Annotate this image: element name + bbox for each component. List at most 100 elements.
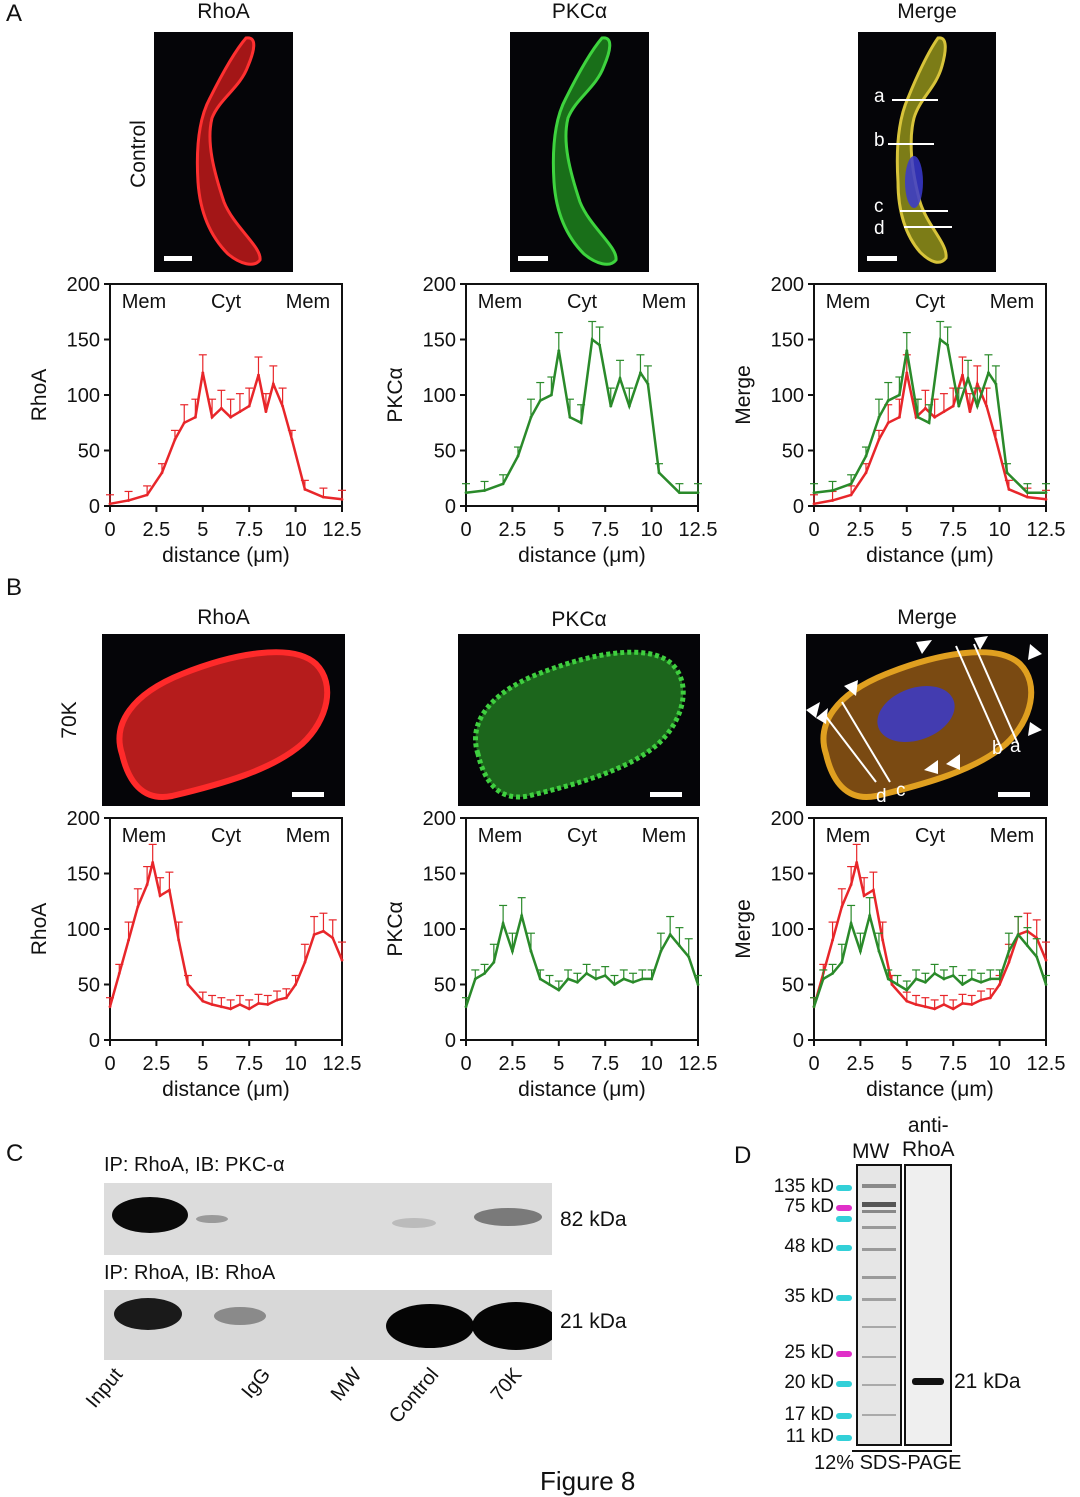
y-tick-label: 200: [423, 274, 456, 296]
data-point: [173, 438, 177, 441]
gel-lane-anti-rhoa: [904, 1164, 952, 1446]
line-label-d: d: [876, 786, 887, 806]
gel-label: 12% SDS-PAGE: [814, 1452, 962, 1474]
y-tick-label: 0: [89, 1030, 100, 1052]
lane-label-input: Input: [81, 1364, 128, 1413]
data-point: [322, 929, 325, 933]
micrograph-a-rhoa: [154, 32, 293, 272]
data-point: [840, 960, 844, 964]
data-point: [916, 415, 920, 419]
region-annotation: Mem: [286, 291, 330, 313]
panel-b-row-label: 70K: [58, 701, 81, 739]
data-point: [1007, 960, 1011, 964]
line-label-c: c: [874, 196, 884, 217]
data-point: [975, 382, 979, 386]
data-point: [877, 415, 881, 419]
x-tick-label: 7.5: [939, 519, 967, 541]
data-point: [210, 1003, 214, 1006]
data-point: [812, 1005, 816, 1009]
data-point: [961, 373, 964, 377]
blot-2-title: IP: RhoA, IB: RhoA: [104, 1262, 276, 1284]
region-annotation: Mem: [990, 825, 1034, 847]
chart-b-pkc: 0 50 100 150 200 0 2.5 5 7.5 10 12.5 distance (μm) P…: [356, 808, 726, 1110]
marker-20: 20 kD: [784, 1372, 834, 1393]
data-point: [340, 958, 344, 962]
data-point: [696, 491, 700, 495]
data-point: [1026, 495, 1029, 499]
data-point: [938, 338, 942, 341]
data-point: [942, 977, 946, 981]
data-point: [464, 1005, 468, 1009]
scale-bar: [650, 792, 682, 797]
data-point: [312, 933, 316, 936]
data-point: [942, 1003, 946, 1006]
data-point: [247, 1007, 251, 1011]
y-tick-label: 150: [771, 330, 804, 352]
x-tick-label: 5: [197, 1053, 208, 1075]
y-tick-label: 100: [423, 385, 456, 407]
data-point: [905, 999, 909, 1003]
data-point: [201, 371, 205, 375]
x-tick-label: 0: [808, 519, 819, 541]
data-point: [923, 406, 927, 410]
data-point: [650, 977, 653, 981]
panel-letter-c: C: [6, 1140, 24, 1167]
y-tick-label: 100: [771, 919, 804, 941]
data-point: [613, 983, 616, 986]
chart-a-rhoa: 0 50 100 150 200 0 2.5 5 7.5 10 12.5 distance (μm) R…: [0, 274, 370, 574]
micrograph-a-pkc: [510, 32, 649, 272]
x-tick-label: 7.5: [939, 1053, 967, 1075]
y-tick-label: 0: [793, 1030, 804, 1052]
data-point: [678, 491, 681, 495]
marker-25: 25 kD: [784, 1342, 834, 1363]
data-point: [501, 922, 505, 925]
panel-letter-b: B: [6, 574, 23, 601]
data-point: [886, 399, 890, 402]
gel-underline: [852, 1450, 952, 1452]
data-point: [136, 905, 140, 909]
series-line: [108, 862, 344, 1011]
data-point: [849, 482, 853, 486]
data-point: [987, 371, 990, 375]
x-tick-label: 2.5: [498, 1053, 526, 1075]
data-point: [622, 977, 626, 981]
y-tick-label: 100: [423, 919, 456, 941]
region-annotation: Mem: [478, 291, 522, 313]
data-point: [942, 410, 946, 414]
data-point: [668, 933, 672, 936]
data-point: [579, 421, 583, 425]
data-point: [812, 491, 816, 495]
data-point: [1035, 955, 1039, 959]
data-point: [548, 983, 551, 986]
data-point: [951, 974, 955, 978]
chart-a-pkc: 0 50 100 150 200 0 2.5 5 7.5 10 12.5 distance (μm) P…: [356, 274, 726, 574]
data-point: [158, 894, 162, 898]
data-point: [520, 914, 524, 918]
x-tick-label: 10: [284, 1053, 306, 1075]
data-point: [849, 883, 853, 886]
data-point: [575, 980, 579, 984]
marker-35: 35 kD: [784, 1286, 834, 1307]
data-point: [1016, 933, 1020, 936]
line-label-d: d: [874, 218, 885, 239]
data-point: [640, 977, 644, 981]
data-point: [566, 977, 570, 981]
data-point: [201, 999, 205, 1003]
data-point: [1007, 487, 1011, 491]
data-point: [331, 936, 335, 940]
data-point: [864, 471, 868, 475]
data-point: [896, 983, 899, 986]
panel-a-title-merge: Merge: [897, 0, 957, 23]
data-point: [831, 489, 834, 492]
region-annotation: Cyt: [915, 291, 945, 313]
y-tick-label: 50: [78, 975, 100, 997]
data-point: [831, 499, 834, 502]
data-point: [590, 338, 594, 341]
x-tick-label: 0: [104, 519, 115, 541]
panel-a-title-pkc: PKCα: [551, 0, 608, 23]
micrograph-b-rhoa: [102, 634, 345, 806]
y-tick-label: 50: [434, 975, 456, 997]
y-tick-label: 0: [445, 1030, 456, 1052]
data-point: [182, 421, 186, 425]
data-point: [831, 972, 834, 975]
